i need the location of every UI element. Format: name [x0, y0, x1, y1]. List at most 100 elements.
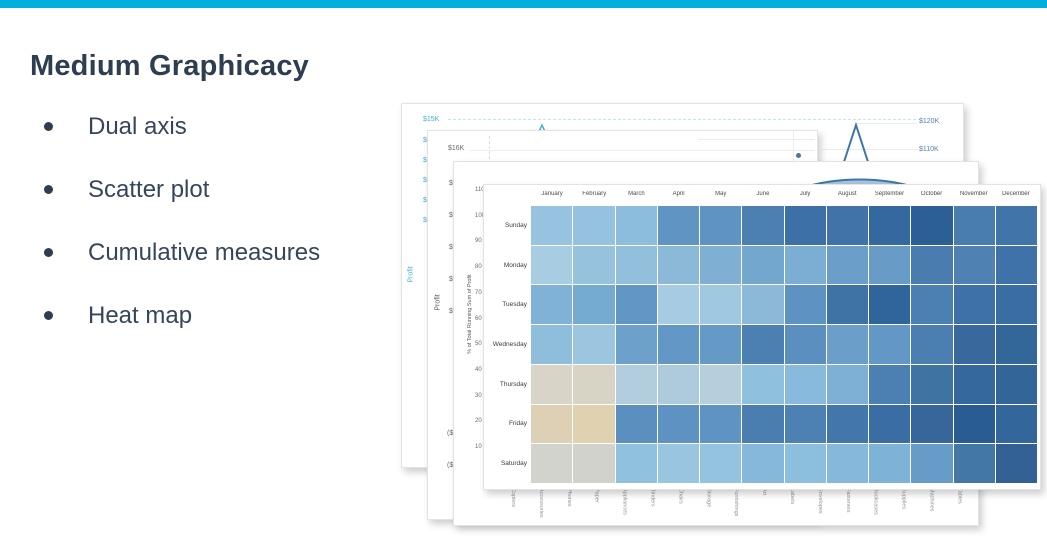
axis-partial-tick: $ [423, 157, 427, 164]
heatmap-cell-wednesday-december [995, 325, 1037, 364]
heatmap-cell-wednesday-february [573, 325, 615, 364]
heatmap-cell-monday-november [953, 245, 995, 285]
heatmap-month-label: September [874, 191, 905, 197]
heatmap-month-label: January [541, 191, 563, 197]
y-axis-tick: 30 [475, 392, 482, 399]
heatmap-cell-saturday-march [615, 444, 657, 483]
axis-partial-tick: ($ [447, 462, 454, 469]
heatmap-cell-sunday-november [953, 206, 995, 245]
heatmap-cell-monday-september [869, 245, 911, 285]
axis-partial-tick: ($ [447, 430, 454, 437]
heatmap-cell-tuesday-november [953, 285, 995, 325]
heatmap-day-label: Wednesday [492, 340, 527, 348]
y-axis-tick: 70 [475, 289, 482, 296]
axis-partial-tick: $ [423, 217, 427, 224]
heatmap-cell-tuesday-january [531, 285, 573, 325]
axis-partial-tick: $ [423, 137, 427, 144]
heatmap-cell-thursday-february [573, 364, 615, 404]
heatmap-cell-sunday-july [784, 206, 826, 245]
heatmap-cell-saturday-february [573, 444, 615, 483]
heatmap-cell-sunday-june [742, 206, 784, 245]
scatter-point [796, 153, 801, 158]
heatmap-cell-sunday-april [657, 206, 699, 245]
axis-partial-tick: $ [423, 177, 427, 184]
heatmap-cell-friday-may [700, 404, 742, 444]
x-axis-category-label: Fasteners [844, 488, 851, 513]
x-axis-category-label: Phones [565, 488, 572, 507]
bullet-item: Scatter plot [44, 158, 404, 221]
heatmap-cell-saturday-january [531, 444, 573, 483]
heatmap-cell-sunday-january [531, 206, 573, 245]
heatmap-month-labels: January February March April May June July Augu… [531, 191, 1037, 197]
heatmap-cell-saturday-september [869, 444, 911, 483]
heatmap-month-label: June [756, 191, 770, 197]
heatmap-month-label: March [628, 191, 645, 197]
heatmap-cell-tuesday-july [784, 285, 826, 325]
x-axis-category-label: Binders [649, 488, 656, 507]
heatmap-cell-thursday-july [784, 364, 826, 404]
heatmap-cell-saturday-october [911, 444, 953, 483]
heatmap-cell-tuesday-december [995, 285, 1037, 325]
heatmap-cell-monday-august [826, 245, 868, 285]
y-axis-title: Profit [434, 294, 442, 311]
y-axis-tick: 40 [475, 366, 482, 373]
heatmap-cell-wednesday-january [531, 325, 573, 364]
y-axis-tick: 60 [475, 315, 482, 322]
heatmap-cell-thursday-september [869, 364, 911, 404]
heatmap-cell-thursday-january [531, 364, 573, 404]
heatmap-cell-thursday-december [995, 364, 1037, 404]
heatmap-cell-tuesday-june [742, 285, 784, 325]
bullet-item: Cumulative measures [44, 221, 404, 284]
x-axis-category-label: Machines [928, 488, 935, 512]
heatmap-cell-sunday-september [869, 206, 911, 245]
bullet-item: Heat map [44, 284, 404, 347]
heatmap-cell-wednesday-july [784, 325, 826, 364]
bullet-label: Dual axis [88, 112, 187, 140]
heatmap-cell-thursday-november [953, 364, 995, 404]
heatmap-month-label: August [837, 191, 857, 197]
x-axis-category-label: Tables [956, 488, 963, 504]
heatmap-month-label: July [799, 191, 811, 197]
y-axis-title: % of Total Running Sum of Profit [467, 274, 473, 354]
heatmap-cell-wednesday-october [911, 325, 953, 364]
heatmap-day-label: Thursday [499, 380, 527, 388]
heatmap-cell-saturday-may [700, 444, 742, 483]
heatmap-cell-wednesday-august [826, 325, 868, 364]
heatmap-cell-saturday-august [826, 444, 868, 483]
heatmap-cell-sunday-may [700, 206, 742, 245]
heatmap-cell-friday-october [911, 404, 953, 444]
x-axis-category-label: Art [761, 488, 768, 496]
heatmap-cell-sunday-march [615, 206, 657, 245]
y-axis-tick: 50 [475, 341, 482, 348]
x-axis-category-label: Accessories [537, 488, 544, 518]
line-peak [841, 121, 871, 169]
heatmap-cell-thursday-june [742, 364, 784, 404]
heatmap-cell-tuesday-april [657, 285, 699, 325]
heatmap-cell-monday-may [700, 245, 742, 285]
x-axis-category-label: Appliances [621, 488, 628, 515]
x-axis-category-label: Copiers [510, 488, 516, 507]
gridline [448, 119, 916, 120]
heatmap-cell-friday-august [826, 404, 868, 444]
heatmap-cell-wednesday-april [657, 325, 699, 364]
bullet-dot-icon [44, 122, 53, 131]
heatmap-cell-thursday-may [700, 364, 742, 404]
axis-tick: $16K [448, 145, 465, 152]
accent-top-bar [0, 0, 1047, 8]
heatmap-cell-friday-september [869, 404, 911, 444]
slide-title: Medium Graphicacy [30, 50, 309, 82]
heatmap-cell-monday-march [615, 245, 657, 285]
y-axis-tick: 110 [475, 187, 485, 193]
gridline [857, 123, 917, 124]
right-axis-tick: $120K [919, 118, 940, 125]
y-axis-title: Profit [407, 266, 415, 283]
heatmap-cell-sunday-february [573, 206, 615, 245]
heatmap-cell-monday-june [742, 245, 784, 285]
heatmap-month-label: May [715, 191, 727, 197]
heatmap-cell-monday-december [995, 245, 1037, 285]
heatmap-month-label: November [959, 191, 988, 197]
axis-partial-tick: $ [449, 244, 453, 251]
y-axis-tick: 10 [475, 444, 482, 450]
heatmap-month-label: December [1002, 191, 1030, 197]
